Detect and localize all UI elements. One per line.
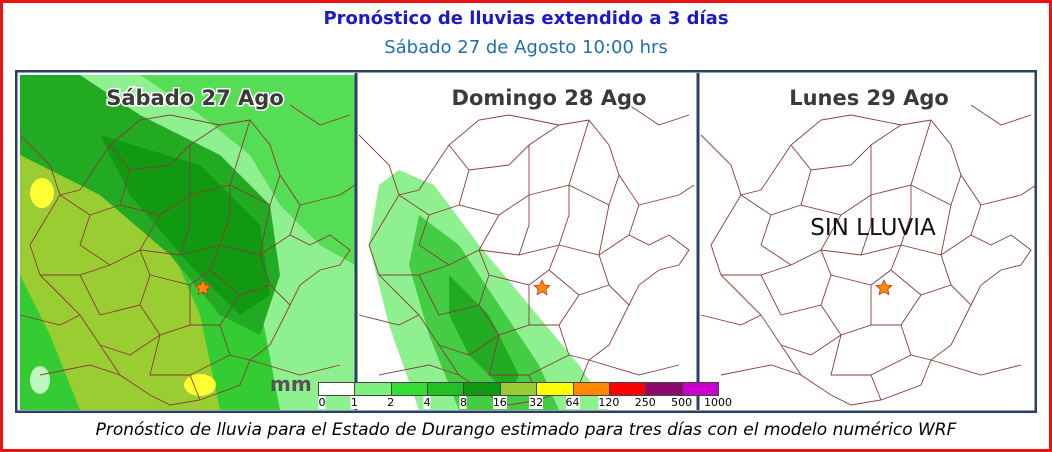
- legend-tick-label: 16: [492, 396, 507, 409]
- legend-tick-label: 2: [387, 396, 395, 409]
- caption: Pronóstico de lluvia para el Estado de D…: [95, 420, 957, 440]
- map-panel: Lunes 29 Ago SIN LLUVIA: [700, 85, 1037, 406]
- title: Pronóstico de lluvias extendido a 3 días: [323, 8, 729, 29]
- legend-tick-label: 250: [634, 396, 656, 409]
- legend-swatch: [499, 382, 538, 396]
- legend-swatch: [463, 382, 501, 396]
- legend-tick-label: 32: [529, 396, 544, 409]
- legend-tick-label: 120: [598, 396, 620, 409]
- legend-swatch: [390, 382, 429, 396]
- panel-title: Sábado 27 Ago: [106, 86, 284, 110]
- legend-swatch: [681, 382, 719, 396]
- legend-tick-label: 1: [350, 396, 358, 409]
- legend-tick-label: 0: [318, 396, 326, 409]
- legend-tick-label: 500: [671, 396, 693, 409]
- map-panel: Domingo 28 Ago: [358, 75, 695, 410]
- map-panels: Sábado 27 Ago Domingo 28 Ago Lunes 29 Ag…: [15, 70, 1037, 413]
- no-rain-note: SIN LLUVIA: [810, 215, 936, 241]
- panel-title: Lunes 29 Ago: [789, 86, 949, 110]
- legend-unit: mm: [270, 372, 312, 396]
- legend-tick-label: 1000: [704, 396, 732, 409]
- legend-swatch: [536, 382, 574, 396]
- legend: 0 1 2 4 8 16 32 64 120 250 500 1000: [318, 382, 732, 412]
- legend-tick-label: 64: [565, 396, 580, 409]
- legend-swatch: [572, 382, 610, 396]
- legend-tick-label: 4: [423, 396, 431, 409]
- map-panel: Sábado 27 Ago: [19, 75, 356, 410]
- legend-swatch: [318, 382, 356, 396]
- subtitle: Sábado 27 de Agosto 10:00 hrs: [384, 37, 668, 58]
- legend-tick-label: 8: [459, 396, 467, 409]
- legend-swatch: [354, 382, 392, 396]
- legend-swatch: [608, 382, 647, 396]
- panel-title: Domingo 28 Ago: [452, 86, 647, 110]
- legend-swatch: [645, 382, 683, 396]
- legend-swatch: [427, 382, 465, 396]
